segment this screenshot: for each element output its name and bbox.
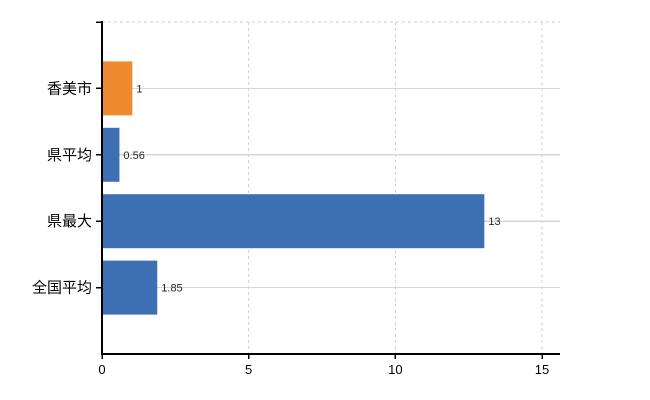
category-label-県最大: 県最大 [47, 213, 92, 230]
value-label-全国平均: 1.85 [161, 283, 182, 295]
category-label-県平均: 県平均 [47, 147, 92, 164]
bar-全国平均 [103, 260, 158, 315]
bar-香美市 [103, 61, 133, 116]
x-tick-label-5: 5 [245, 362, 252, 377]
category-label-全国平均: 全国平均 [32, 279, 92, 297]
value-label-県最大: 13 [488, 216, 500, 228]
value-label-県平均: 0.56 [123, 150, 144, 162]
bar-県平均 [103, 127, 120, 182]
x-tick-label-15: 15 [535, 362, 549, 377]
x-tick-label-0: 0 [98, 362, 105, 377]
bar-県最大 [103, 194, 485, 249]
value-label-香美市: 1 [136, 83, 142, 95]
category-label-香美市: 香美市 [47, 80, 92, 97]
x-tick-label-10: 10 [388, 362, 402, 377]
